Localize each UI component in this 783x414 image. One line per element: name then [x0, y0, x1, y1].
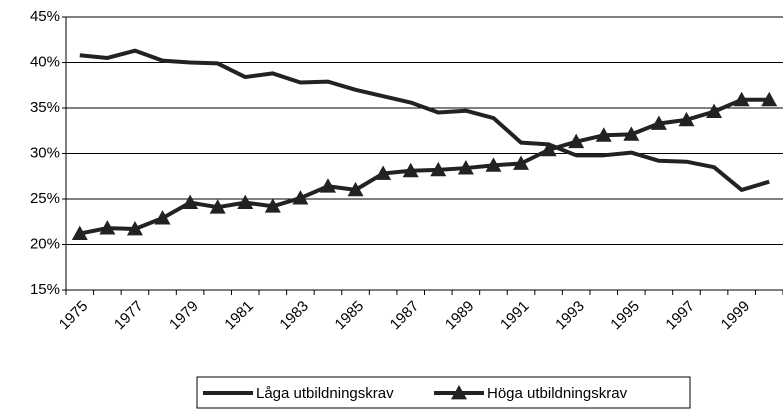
x-tick-label: 1983: [276, 298, 312, 334]
marker: [209, 199, 226, 214]
marker: [457, 160, 474, 175]
x-tick-label: 1975: [56, 298, 92, 334]
marker: [319, 178, 336, 193]
y-tick-label: 20%: [30, 235, 60, 252]
x-tick-label: 1991: [497, 298, 533, 334]
marker: [375, 165, 392, 180]
y-tick-label: 15%: [30, 281, 60, 298]
marker: [540, 141, 557, 157]
marker: [733, 91, 750, 107]
x-tick-label: 1987: [387, 298, 423, 334]
legend-label: Låga utbildningskrav: [256, 385, 394, 402]
x-tick-label: 1985: [332, 298, 368, 334]
marker: [126, 221, 143, 236]
marker: [402, 162, 419, 178]
legend-label: Höga utbildningskrav: [487, 385, 628, 402]
marker: [182, 194, 199, 210]
x-tick-label: 1997: [662, 298, 698, 334]
x-tick-label: 1977: [111, 298, 147, 334]
marker: [513, 155, 530, 170]
marker: [292, 190, 309, 205]
y-tick-label: 45%: [30, 8, 60, 25]
marker: [568, 133, 585, 149]
marker: [706, 103, 723, 119]
marker: [678, 111, 695, 127]
marker: [154, 210, 171, 225]
y-tick-label: 35%: [30, 99, 60, 116]
series-line: [79, 97, 770, 236]
y-tick-label: 40%: [30, 53, 60, 70]
marker: [485, 157, 502, 172]
marker: [264, 198, 281, 213]
marker: [430, 161, 447, 177]
marker: [761, 91, 778, 107]
marker: [71, 225, 88, 240]
x-tick-label: 1981: [221, 298, 257, 334]
marker: [623, 126, 640, 141]
x-tick-label: 1995: [607, 298, 643, 334]
x-tick-label: 1989: [442, 298, 478, 334]
marker: [99, 220, 116, 235]
y-tick-label: 30%: [30, 144, 60, 161]
marker: [237, 194, 254, 210]
legend-marker: [451, 385, 467, 400]
marker: [650, 115, 667, 130]
marker: [347, 181, 364, 197]
y-tick-label: 25%: [30, 190, 60, 207]
marker: [595, 127, 612, 142]
x-tick-label: 1979: [166, 298, 202, 334]
x-tick-label: 1993: [552, 298, 588, 334]
series-line: [79, 48, 770, 192]
x-tick-label: 1999: [718, 298, 754, 334]
